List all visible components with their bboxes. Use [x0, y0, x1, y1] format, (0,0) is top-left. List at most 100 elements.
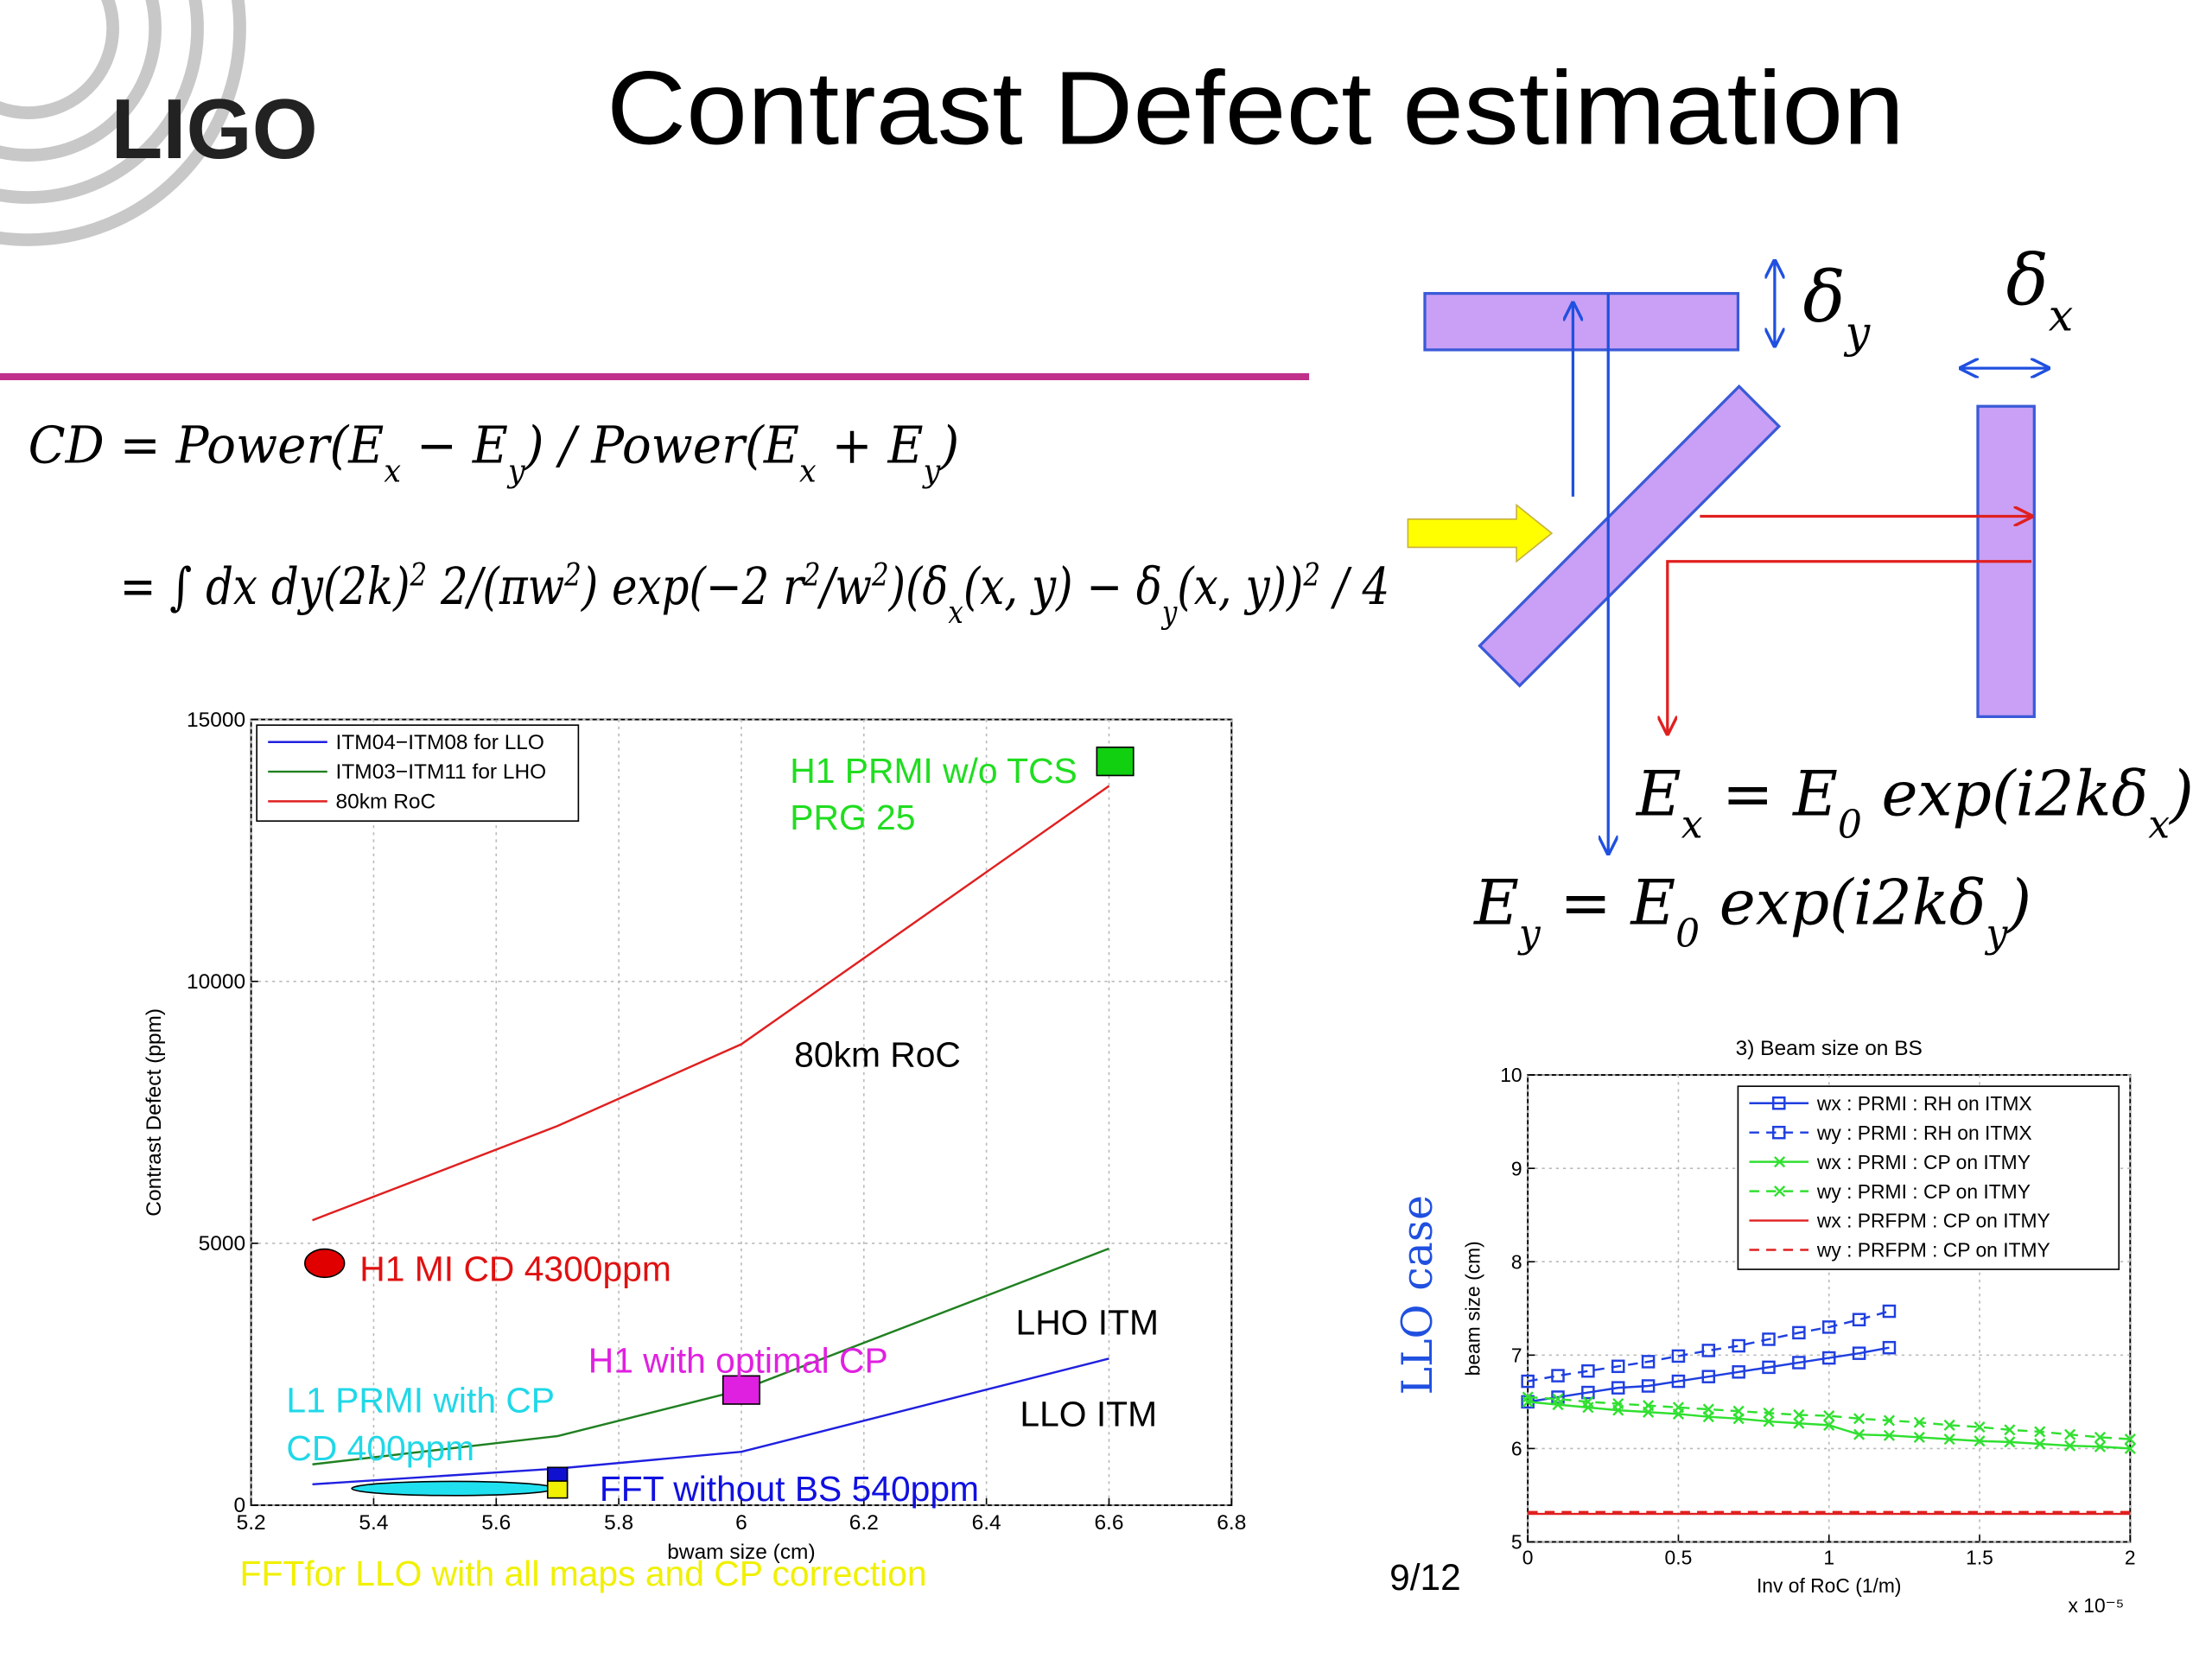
annotation: LHO ITM — [1016, 1302, 1159, 1342]
legend-marker — [1774, 1156, 1786, 1168]
text-part: x — [384, 452, 401, 489]
x-tick-label: 2 — [2125, 1547, 2136, 1569]
legend-marker — [1772, 1125, 1786, 1140]
annotation: 80km RoC — [794, 1034, 961, 1074]
marker — [351, 1480, 556, 1497]
x-tick-label: 0 — [1522, 1547, 1534, 1569]
y-tick-label: 0 — [233, 1494, 245, 1517]
beam-x-return — [1668, 560, 2032, 734]
text-part: + E — [817, 416, 924, 475]
point — [1882, 1340, 1897, 1355]
text-part: y — [1844, 307, 1872, 358]
field-x: Ex = E0 exp(i2kδx) — [1635, 758, 2194, 848]
point — [1551, 1369, 1565, 1382]
marker — [1096, 747, 1135, 777]
point — [1552, 1393, 1564, 1405]
text-part: /w — [817, 556, 872, 616]
point — [2004, 1424, 2016, 1436]
text-part: ) / Power(E — [524, 416, 799, 475]
point — [1702, 1403, 1714, 1415]
y-tick-label: 9 — [1511, 1157, 1522, 1179]
annotation: H1 PRMI w/o TCS — [790, 751, 1077, 791]
x-tick-label: 1 — [1823, 1547, 1834, 1569]
point — [1853, 1428, 1866, 1440]
x-tick-label: 6.4 — [972, 1511, 1001, 1535]
point — [1821, 1351, 1836, 1365]
point — [2004, 1436, 2016, 1448]
point — [1762, 1332, 1776, 1346]
y-tick-label: 8 — [1511, 1250, 1522, 1273]
x-tick-label: 6.6 — [1094, 1511, 1123, 1535]
point — [2064, 1428, 2076, 1440]
point — [1913, 1416, 1925, 1428]
point — [1823, 1409, 1835, 1422]
text-part: )(δ — [887, 556, 949, 616]
point — [1641, 1355, 1656, 1369]
point — [1521, 1374, 1535, 1389]
point — [1974, 1435, 1986, 1447]
text-part: (x, y) − δ — [963, 556, 1162, 616]
annotation: H1 with optimal CP — [588, 1341, 888, 1381]
point — [1883, 1429, 1896, 1441]
point — [1762, 1360, 1776, 1375]
delta-y-label: δy — [1803, 257, 1872, 358]
text-part: CD = Power(E — [29, 416, 385, 475]
mirror-y — [1423, 291, 1740, 352]
point — [1611, 1359, 1625, 1374]
equation: = ∫ dx dy(2k)2 2/(πw2) exp(−2 r2/w2)(δx(… — [120, 556, 1389, 630]
legend-label: wy : PRMI : CP on ITMY — [1816, 1180, 2031, 1203]
marker — [721, 1375, 760, 1405]
text-part: E — [1635, 758, 1681, 830]
point — [1612, 1397, 1624, 1410]
series-line — [1527, 1310, 1890, 1382]
text-part: x — [2148, 803, 2170, 848]
text-part: δ — [1803, 257, 1846, 339]
point — [1943, 1419, 1955, 1431]
text-part: − E — [401, 416, 508, 475]
point — [1643, 1400, 1655, 1412]
text-part: x — [2049, 289, 2074, 340]
annotation: L1 PRMI with CP — [286, 1380, 555, 1420]
x-tick-label: 0.5 — [1665, 1547, 1693, 1569]
point — [1672, 1402, 1685, 1414]
text-part: 2 — [563, 556, 581, 593]
legend — [1737, 1085, 2120, 1270]
point — [2124, 1433, 2136, 1446]
slide-title: Contrast Defect estimation — [607, 50, 1904, 167]
logo: LIGO — [111, 81, 317, 176]
point — [1821, 1320, 1836, 1334]
text-part: x — [799, 452, 817, 489]
text-part: 2/(πw — [427, 556, 564, 616]
point — [1852, 1313, 1866, 1327]
text-part: = E — [1703, 758, 1838, 830]
series-line — [1527, 1346, 1890, 1403]
input-arrow — [1407, 503, 1554, 563]
legend-marker — [1772, 1096, 1786, 1110]
legend-label: wy : PRFPM : CP on ITMY — [1816, 1239, 2050, 1262]
point — [1582, 1395, 1594, 1408]
legend-label: wx : PRMI : CP on ITMY — [1816, 1151, 2031, 1173]
text-part: = E — [1541, 866, 1675, 938]
field-y: Ey = E0 exp(i2kδy) — [1472, 866, 2031, 956]
text-part: exp(i2kδ — [1862, 758, 2148, 830]
point — [1913, 1431, 1925, 1444]
annotation: CD 400ppm — [286, 1428, 474, 1468]
y-tick-label: 10 — [1500, 1064, 1522, 1086]
text-part: ) — [938, 416, 959, 475]
y-tick-label: 15000 — [187, 709, 245, 732]
point — [1763, 1415, 1775, 1427]
text-part: δ — [2006, 240, 2049, 322]
text-part: y — [1984, 911, 2008, 956]
legend-label: wx : PRMI : RH on ITMX — [1816, 1092, 2032, 1115]
point — [1701, 1344, 1716, 1357]
text-part: / 4 — [1320, 556, 1389, 616]
point — [1522, 1395, 1534, 1408]
point — [1522, 1391, 1534, 1403]
point — [1732, 1405, 1745, 1417]
page-number: 9/12 — [1389, 1557, 1461, 1598]
point — [1732, 1338, 1745, 1353]
annotation: PRG 25 — [790, 798, 915, 837]
annotation: FFT without BS 540ppm — [600, 1469, 979, 1509]
point — [1581, 1363, 1595, 1378]
x-tick-label: 1.5 — [1966, 1547, 1993, 1569]
